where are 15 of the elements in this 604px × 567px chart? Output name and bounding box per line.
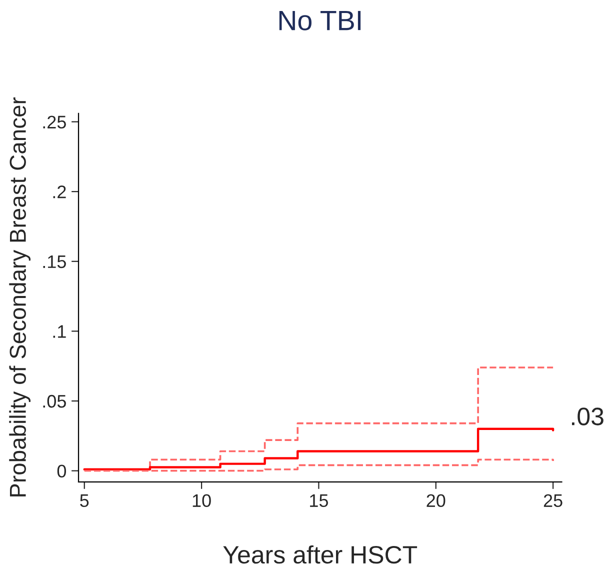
x-tick-label: 5 — [80, 494, 89, 508]
y-tick-label: .25 — [43, 116, 66, 128]
y-tick-label: 0 — [57, 464, 66, 478]
x-tick-label: 25 — [544, 494, 562, 508]
x-tick-label: 10 — [192, 494, 211, 508]
y-tick-label: .05 — [43, 394, 66, 408]
x-tick-label: 20 — [426, 494, 446, 508]
chart-title: No TBI — [279, 10, 361, 30]
y-tick-label: .1 — [53, 325, 66, 338]
x-tick-label: 15 — [310, 494, 328, 508]
annotation: .03 — [572, 408, 604, 426]
x-axis-title: Years after HSCT — [223, 545, 418, 564]
y-tick-label: .2 — [53, 186, 66, 198]
y-tick-label: .15 — [43, 256, 66, 268]
y-axis-title: Probability of Secondary Breast Cancer — [9, 97, 31, 496]
